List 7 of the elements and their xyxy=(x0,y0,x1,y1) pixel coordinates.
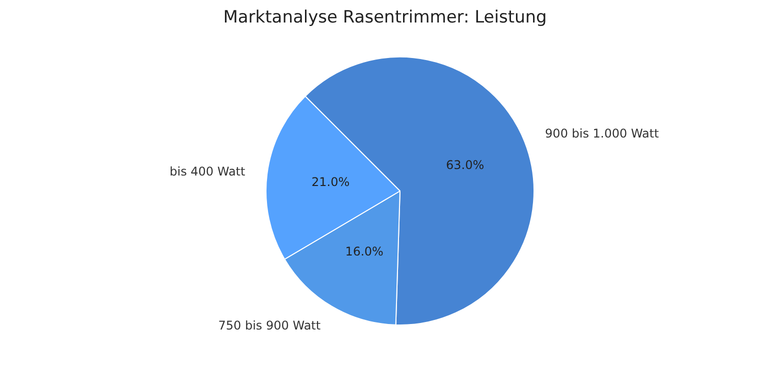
chart-title: Marktanalyse Rasentrimmer: Leistung xyxy=(223,8,547,28)
slice-label: 900 bis 1.000 Watt xyxy=(545,126,660,141)
data-label: 63.0% xyxy=(446,158,484,172)
slice-label: bis 400 Watt xyxy=(170,164,246,178)
data-label: 16.0% xyxy=(345,244,384,258)
data-label: 21.0% xyxy=(311,175,350,190)
slice-label: 750 bis 900 Watt xyxy=(218,318,321,332)
